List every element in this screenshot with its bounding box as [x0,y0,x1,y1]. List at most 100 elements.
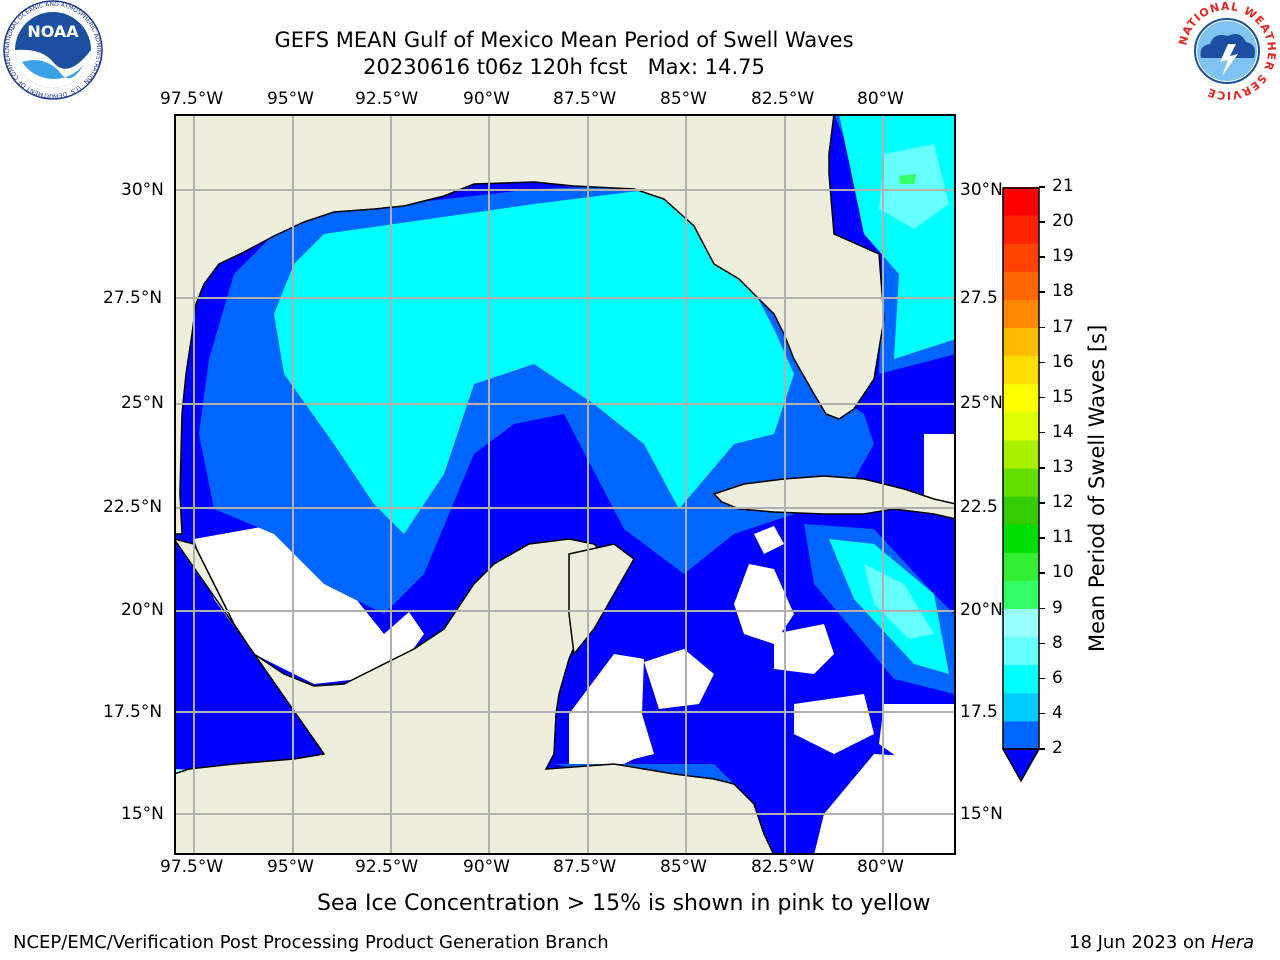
colorbar-tick-mark [1039,361,1045,364]
colorbar-band [1003,243,1039,272]
lon-label-top-2: 95°W [267,89,314,109]
lon-label-bottom-1: 97.5°W [160,857,224,877]
colorbar-band [1003,608,1039,638]
graticule [174,114,956,855]
colorbar [1002,187,1042,785]
colorbar-band [1003,496,1039,525]
lat-label-right-7: 15°N [960,804,1003,824]
colorbar-tick-label: 19 [1052,246,1074,267]
colorbar-tick-label: 11 [1052,527,1074,548]
lat-label-left-4: 22.5°N [103,497,163,517]
lon-label-top-6: 85°W [660,89,707,109]
colorbar-tick-mark [1039,221,1045,223]
colorbar-band [1003,552,1039,581]
colorbar-tick-label: 16 [1052,351,1074,372]
colorbar-tick-label: 13 [1052,457,1074,477]
atlantic-swell-patch [899,174,916,184]
colorbar-band [1003,271,1039,300]
colorbar-band [1003,636,1039,666]
colorbar-tick-mark [1039,291,1045,293]
colorbar-tick-label: 20 [1052,211,1074,232]
contour-6-8s [864,144,949,639]
footer-host: Hera [1211,932,1255,953]
colorbar-tick-label: 6 [1052,667,1063,688]
colorbar-band [1003,692,1039,722]
lat-label-left-6: 17.5°N [103,702,163,722]
noaa-logo: NATIONAL OCEANIC AND ATMOSPHERIC ADMINIS… [2,0,104,100]
footer-date: 18 Jun 2023 on Hera [1069,932,1254,954]
sea-ice-note: Sea Ice Concentration > 15% is shown in … [317,891,931,916]
lat-label-right-4: 22.5 [960,497,998,517]
colorbar-tick-mark [1039,256,1045,258]
lat-label-right-1: 30°N [960,180,1003,200]
colorbar-band [1003,439,1039,469]
lat-label-left-2: 27.5°N [103,288,163,308]
colorbar-tick-label: 10 [1052,562,1074,583]
colorbar-tick-mark [1039,748,1045,750]
colorbar-tick-mark [1039,537,1045,539]
colorbar-tick-mark [1039,642,1045,645]
colorbar-tick-mark [1039,467,1045,469]
colorbar-band [1003,355,1039,385]
lon-label-top-3: 92.5°W [355,89,419,109]
colorbar-tick-label: 2 [1052,738,1063,758]
colorbar-tick-mark [1039,677,1045,680]
lon-label-top-5: 87.5°W [553,89,617,109]
colorbar-band [1003,327,1039,357]
colorbar-tick-mark [1039,712,1045,715]
colorbar-tick-label: 21 [1052,176,1074,196]
no-data-patches [194,434,956,855]
colorbar-tick-mark [1039,431,1045,434]
map-svg [174,114,956,855]
colorbar-band [1003,580,1039,609]
colorbar-tick-label: 18 [1052,281,1074,302]
map-panel [174,114,956,855]
nws-logo: NATIONAL WEATHER SERVICE [1176,2,1278,100]
colorbar-band [1003,524,1039,553]
lon-label-bottom-7: 82.5°W [751,857,815,877]
colorbar-tick-mark [1039,186,1045,188]
colorbar-band [1003,383,1039,413]
colorbar-band [1003,468,1039,497]
colorbar-svg [1002,187,1041,783]
colorbar-tick-mark [1039,502,1045,504]
colorbar-tick-label: 4 [1052,702,1063,723]
lat-label-right-5: 20°N [960,600,1003,620]
lon-label-top-8: 80°W [857,89,904,109]
lon-label-top-7: 82.5°W [751,89,815,109]
map-frame [174,114,956,855]
colorbar-tick-label: 15 [1052,386,1074,407]
lon-label-bottom-2: 95°W [267,857,314,877]
colorbar-label: Mean Period of Swell Waves [s] [1085,324,1109,652]
chart-subtitle: 20230616 t06z 120h fcst Max: 14.75 [363,55,765,79]
colorbar-tick-label: 12 [1052,492,1074,513]
lon-label-bottom-3: 92.5°W [355,857,419,877]
colorbar-band [1003,720,1039,750]
footer-branch: NCEP/EMC/Verification Post Processing Pr… [13,932,609,953]
lon-label-bottom-8: 80°W [857,857,904,877]
lat-label-right-2: 27.5 [960,288,998,308]
colorbar-tick-label: 14 [1052,421,1074,442]
lon-label-top-4: 90°W [463,89,510,109]
colorbar-extend-arrow [1002,748,1041,783]
colorbar-tick-mark [1039,607,1045,609]
lat-label-left-3: 25°N [121,393,164,413]
chart-title: GEFS MEAN Gulf of Mexico Mean Period of … [274,28,854,52]
colorbar-band [1003,664,1039,694]
lon-label-bottom-6: 85°W [660,857,707,877]
lat-label-left-1: 30°N [121,180,164,200]
colorbar-tick-mark [1039,326,1045,328]
colorbar-tick-label: 9 [1052,597,1063,618]
colorbar-tick-label: 17 [1052,316,1074,337]
footer-date-text: 18 Jun 2023 on [1069,932,1212,953]
lat-label-right-6: 17.5 [960,702,998,722]
noaa-logo-text: NOAA [27,22,79,41]
colorbar-band [1003,299,1039,328]
colorbar-band [1003,411,1039,441]
colorbar-band [1003,215,1039,244]
colorbar-frame [1002,187,1040,750]
lat-label-left-7: 15°N [121,804,164,824]
lon-label-bottom-4: 90°W [463,857,510,877]
lat-label-left-5: 20°N [121,600,164,620]
colorbar-tick-mark [1039,572,1045,574]
